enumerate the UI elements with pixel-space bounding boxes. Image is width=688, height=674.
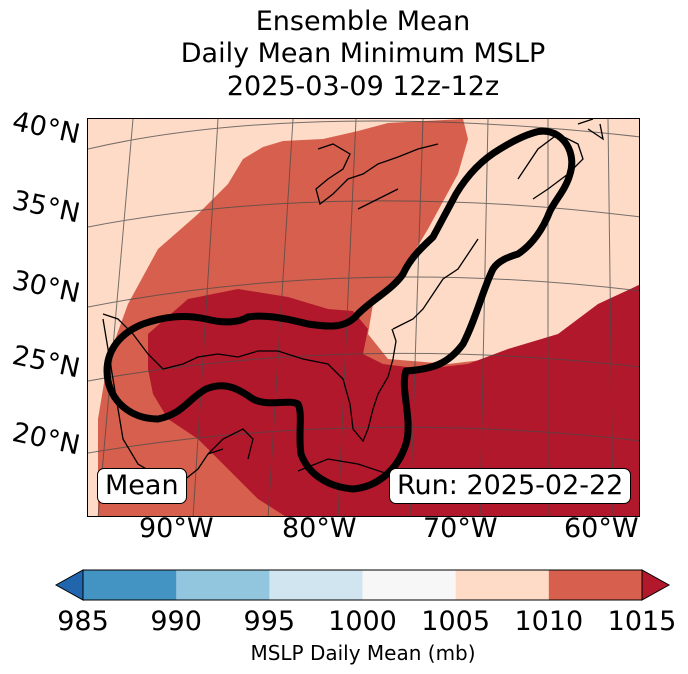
- gulf-coast: [102, 313, 397, 443]
- colorbar-tick-1005: 1005: [421, 606, 491, 637]
- east-coast: [392, 238, 479, 330]
- meridian-75: [409, 119, 424, 516]
- colorbar-extend-high: [641, 569, 671, 601]
- parallel-35: [88, 200, 639, 228]
- colorbar-tick-995: 995: [243, 606, 296, 637]
- maritimes: [517, 133, 584, 200]
- colorbar-tick-1010: 1010: [514, 606, 584, 637]
- colorbar-outline: [82, 569, 643, 601]
- colorbar-swatches: [54, 569, 671, 601]
- colorbar-extend-low: [54, 569, 84, 601]
- colorbar-tick-990: 990: [150, 606, 202, 637]
- mexico-coast: [102, 318, 224, 482]
- yucatan: [207, 428, 254, 460]
- colorbar-swatch-990: [176, 570, 270, 600]
- coastlines: [102, 119, 604, 485]
- meridian-80: [337, 119, 357, 516]
- map-svg: [88, 119, 639, 516]
- colorbar-swatch-1005: [455, 570, 550, 600]
- lon-label-70w: 70°W: [423, 513, 498, 544]
- lon-label-90w: 90°W: [139, 513, 214, 544]
- newfoundland: [577, 119, 604, 141]
- colorbar-swatch-995: [269, 570, 363, 600]
- lon-label-60w: 60°W: [564, 513, 639, 544]
- meridian-70: [479, 119, 489, 516]
- title-line-1: Ensemble Mean: [255, 6, 471, 37]
- parallel-20: [88, 426, 639, 454]
- colorbar-swatch-985: [83, 570, 177, 600]
- colorbar-tick-985: 985: [57, 606, 109, 637]
- contour-1015: [103, 127, 576, 493]
- title-line-2: Daily Mean Minimum MSLP: [180, 38, 546, 69]
- mean-box: Mean: [97, 468, 187, 504]
- run-box: Run: 2025-02-22: [389, 468, 632, 504]
- parallel-30: [88, 276, 639, 308]
- colorbar-tick-1000: 1000: [328, 606, 397, 637]
- map-panel: [87, 118, 640, 517]
- lon-label-80w: 80°W: [282, 513, 357, 544]
- colorbar-swatch-1000: [362, 570, 457, 600]
- title-line-3: 2025-03-09 12z-12z: [226, 71, 500, 102]
- colorbar-swatch-1010: [548, 570, 643, 600]
- colorbar-tick-1015: 1015: [607, 606, 677, 637]
- meridian-60: [607, 119, 614, 516]
- parallel-40: [88, 120, 639, 150]
- colorbar-label: MSLP Daily Mean (mb): [250, 641, 476, 665]
- great-lakes: [315, 143, 439, 210]
- field-1015-plus: [148, 284, 639, 516]
- graticule: [88, 119, 639, 516]
